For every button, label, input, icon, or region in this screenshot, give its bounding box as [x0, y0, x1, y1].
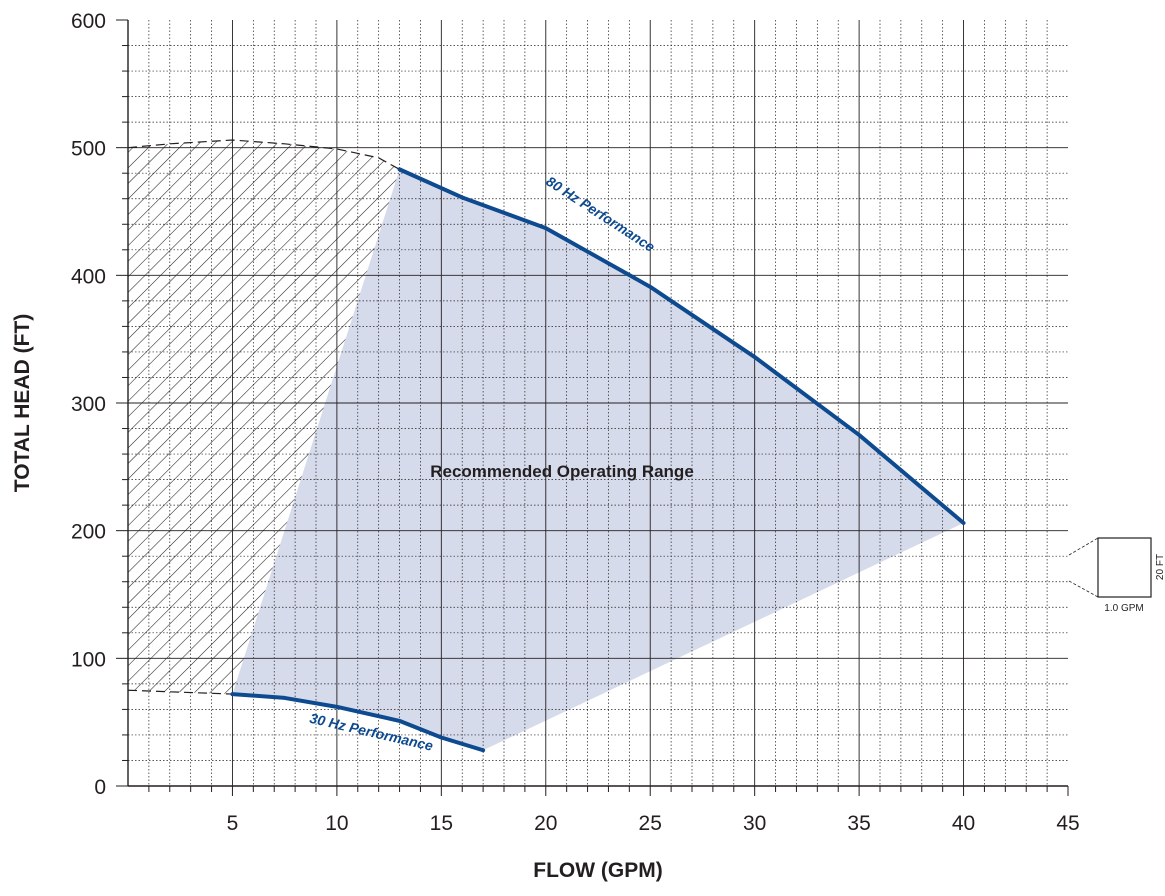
- curve-30hz: [230, 692, 486, 753]
- hatched-region-bottom-boundary: [128, 689, 233, 695]
- scale-key-height-label: 20 FT: [1155, 554, 1165, 580]
- scale-key-leader-top: [1068, 537, 1099, 556]
- y-tick-label: 200: [71, 521, 106, 544]
- y-tick-label: 0: [94, 776, 106, 799]
- recommended-range-label: Recommended Operating Range: [430, 462, 694, 481]
- y-tick-label: 600: [71, 10, 106, 33]
- x-tick-label: 25: [639, 812, 662, 835]
- x-tick-label: 40: [952, 812, 975, 835]
- y-tick-label: 500: [71, 138, 106, 161]
- x-axis-title: FLOW (GPM): [533, 859, 662, 882]
- y-tick-label: 300: [71, 393, 106, 416]
- x-tick-label: 35: [847, 812, 870, 835]
- x-tick-label: 10: [325, 812, 348, 835]
- x-tick-label: 5: [227, 812, 239, 835]
- scale-key: 1.0 GPM 20 FT: [1068, 537, 1165, 614]
- y-tick-label: 100: [71, 648, 106, 671]
- y-tick-label: 400: [71, 265, 106, 288]
- axes-layer: 5 10 15 20 25 30 35 40 45 0 100 200 300 400 500 600: [71, 10, 1080, 835]
- scale-key-leader-bottom: [1068, 580, 1099, 598]
- recommended-range-area: [232, 169, 964, 751]
- grid-layer: [128, 20, 1068, 786]
- hatched-region-area: [128, 140, 400, 695]
- x-tick-label: 20: [534, 812, 557, 835]
- x-tick-label: 15: [430, 812, 453, 835]
- scale-key-box: [1097, 537, 1152, 598]
- x-tick-label: 30: [743, 812, 766, 835]
- y-axis-title: TOTAL HEAD (FT): [11, 314, 34, 492]
- scale-key-width-label: 1.0 GPM: [1104, 603, 1143, 614]
- curve-80hz: [397, 167, 966, 526]
- x-tick-label: 45: [1056, 812, 1079, 835]
